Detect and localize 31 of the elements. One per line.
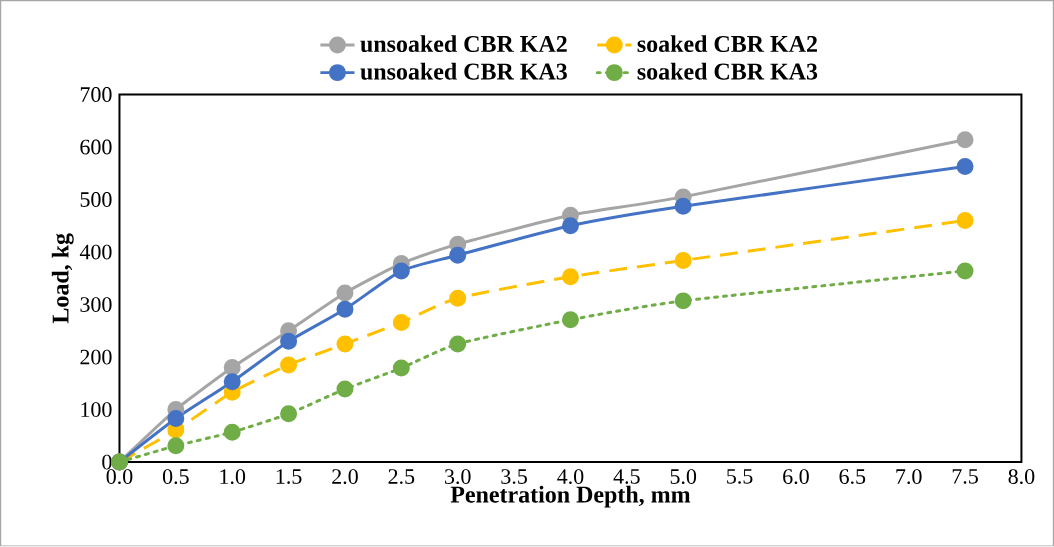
x-tick-label: 4.0 bbox=[557, 469, 584, 485]
x-tick-label: 5.0 bbox=[670, 469, 697, 485]
y-axis-title: Load, kg bbox=[51, 233, 74, 324]
x-tick-label: 8.0 bbox=[1008, 469, 1035, 485]
x-tick-label: 7.5 bbox=[952, 469, 978, 485]
x-tick-label: 2.5 bbox=[388, 469, 415, 485]
x-tick-label: 2.0 bbox=[332, 469, 358, 485]
x-axis-title: Penetration Depth, mm bbox=[450, 485, 691, 508]
x-tick-label: 1.0 bbox=[220, 469, 246, 485]
x-tick-label: 1.5 bbox=[276, 469, 302, 485]
legend-label: soaked CBR KA2 bbox=[637, 35, 817, 53]
legend-label: unsoaked CBR KA3 bbox=[360, 63, 567, 80]
y-tick-label: 100 bbox=[81, 402, 112, 418]
x-tick-label: 4.5 bbox=[613, 469, 640, 485]
y-tick-label: 500 bbox=[80, 192, 112, 208]
y-tick-label: 0 bbox=[102, 454, 112, 470]
x-tick-label: 5.5 bbox=[727, 469, 753, 485]
y-tick-label: 400 bbox=[79, 244, 112, 260]
y-tick-label: 200 bbox=[80, 349, 112, 365]
legend-label: soaked CBR KA3 bbox=[637, 63, 818, 80]
y-tick-label: 700 bbox=[80, 87, 112, 103]
legend-label: unsoaked CBR KA2 bbox=[360, 35, 567, 53]
x-tick-label: 3.5 bbox=[501, 469, 527, 485]
x-tick-label: 0.5 bbox=[162, 469, 189, 485]
y-tick-label: 300 bbox=[80, 297, 112, 313]
x-tick-label: 7.0 bbox=[896, 469, 922, 485]
x-tick-label: 6.5 bbox=[839, 469, 866, 485]
x-tick-label: 0.0 bbox=[106, 469, 133, 485]
y-tick-label: 600 bbox=[80, 139, 112, 155]
x-tick-label: 6.0 bbox=[783, 469, 809, 485]
x-tick-label: 3.0 bbox=[445, 469, 471, 485]
